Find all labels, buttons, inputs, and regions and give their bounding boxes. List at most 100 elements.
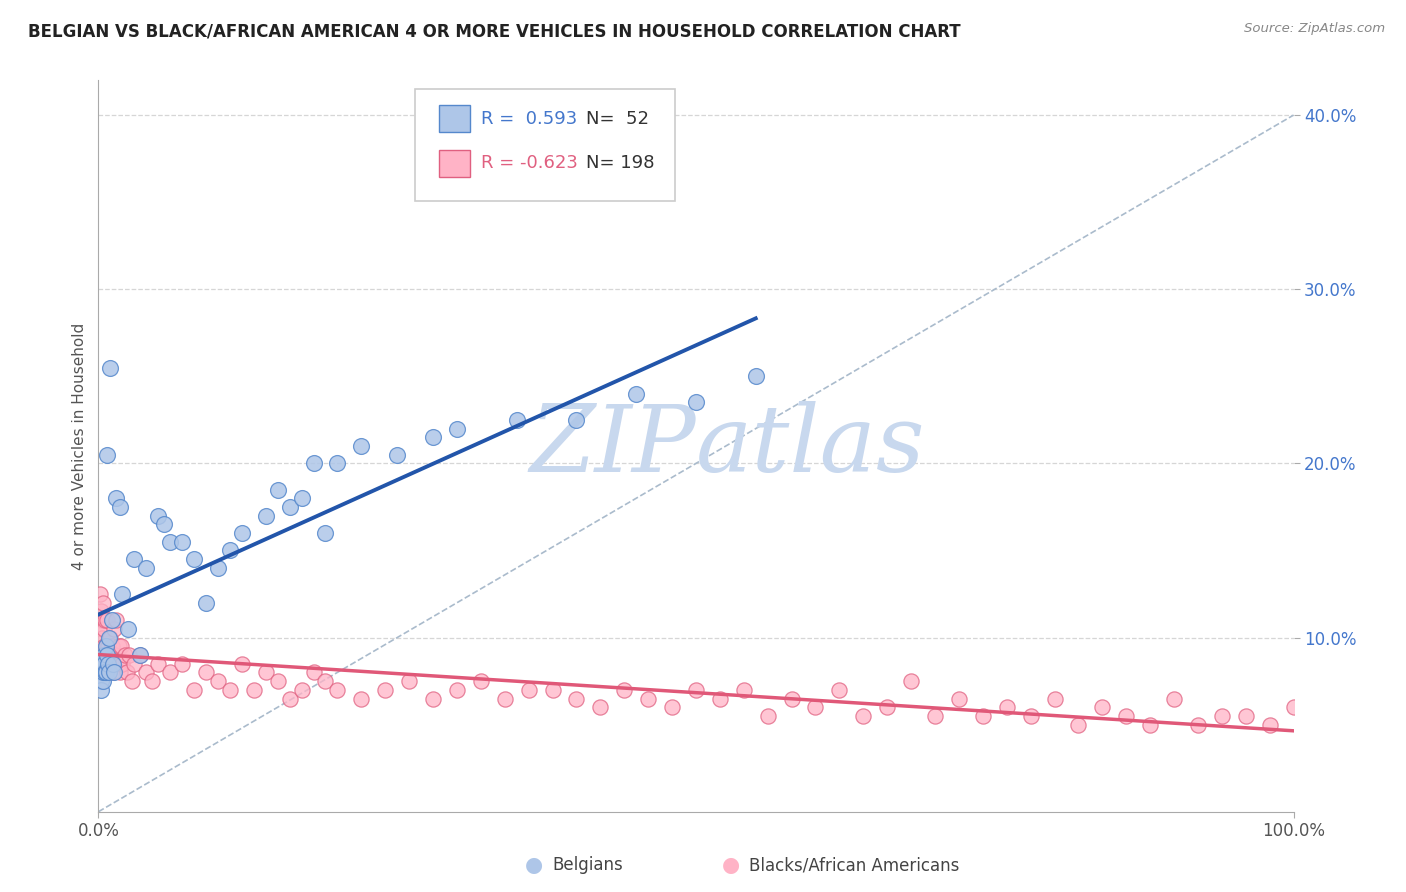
Point [195, 665, 218, 680]
Text: atlas: atlas [696, 401, 925, 491]
Point [111, 657, 134, 671]
Point [661, 700, 683, 714]
Point [98, 657, 121, 671]
Point [91, 665, 114, 680]
Point [94, 640, 117, 654]
Point [254, 665, 277, 680]
Text: Source: ZipAtlas.com: Source: ZipAtlas.com [1244, 22, 1385, 36]
Point [121, 674, 143, 689]
Point [900, 674, 922, 689]
Point [93, 657, 115, 671]
Point [254, 508, 277, 523]
Point [398, 674, 420, 689]
Point [291, 682, 314, 697]
Point [100, 640, 122, 654]
Text: Blacks/African Americans: Blacks/African Americans [749, 856, 960, 874]
Point [374, 682, 396, 697]
Text: ZIP: ZIP [529, 401, 696, 491]
Point [91, 596, 114, 610]
Point [124, 552, 146, 566]
Point [302, 665, 325, 680]
Point [97, 640, 120, 654]
Point [183, 552, 205, 566]
Point [96, 648, 118, 662]
Point [91, 657, 114, 671]
Point [1115, 709, 1137, 723]
Text: R =  0.593: R = 0.593 [481, 110, 576, 128]
Point [350, 691, 373, 706]
Point [91, 613, 114, 627]
Point [350, 439, 373, 453]
Point [565, 691, 588, 706]
Text: ●: ● [526, 855, 543, 875]
Point [852, 709, 875, 723]
Point [385, 448, 409, 462]
Point [1187, 717, 1209, 731]
Point [89, 613, 111, 627]
Point [96, 448, 118, 462]
Point [948, 691, 970, 706]
Point [98, 360, 122, 375]
Point [159, 665, 181, 680]
Point [104, 648, 127, 662]
Point [89, 587, 111, 601]
Point [1234, 709, 1257, 723]
Point [135, 665, 157, 680]
Text: ●: ● [723, 855, 740, 875]
Point [90, 604, 112, 618]
Point [1258, 717, 1281, 731]
Point [1139, 717, 1161, 731]
Point [876, 700, 898, 714]
Text: R = -0.623: R = -0.623 [481, 154, 578, 172]
Point [267, 483, 290, 497]
Point [302, 457, 325, 471]
Point [98, 648, 121, 662]
Point [470, 674, 492, 689]
Text: N=  52: N= 52 [586, 110, 650, 128]
Point [446, 421, 468, 435]
Point [96, 640, 118, 654]
Point [110, 640, 132, 654]
Point [107, 640, 129, 654]
Point [97, 657, 120, 671]
Point [219, 682, 242, 697]
Point [98, 631, 121, 645]
Point [315, 526, 337, 541]
Point [1211, 709, 1233, 723]
Point [995, 700, 1018, 714]
Point [97, 665, 120, 680]
Point [231, 526, 253, 541]
Point [565, 413, 588, 427]
Point [267, 674, 290, 689]
Point [733, 682, 755, 697]
Point [159, 534, 181, 549]
Point [148, 657, 170, 671]
Point [129, 648, 152, 662]
Point [103, 622, 125, 636]
Point [91, 631, 114, 645]
Point [1091, 700, 1114, 714]
Point [685, 682, 707, 697]
Text: Belgians: Belgians [553, 856, 623, 874]
Point [90, 682, 112, 697]
Point [804, 700, 827, 714]
Point [972, 709, 994, 723]
Point [315, 674, 337, 689]
Point [96, 665, 118, 680]
Point [117, 622, 139, 636]
Point [637, 691, 659, 706]
Point [96, 657, 118, 671]
Point [195, 596, 218, 610]
Point [93, 622, 115, 636]
Point [709, 691, 731, 706]
Point [108, 500, 131, 514]
Point [97, 665, 120, 680]
Point [98, 631, 122, 645]
Point [422, 430, 444, 444]
Point [207, 674, 229, 689]
Point [90, 622, 112, 636]
Point [745, 369, 768, 384]
Point [517, 682, 540, 697]
Point [494, 691, 516, 706]
Point [135, 561, 157, 575]
